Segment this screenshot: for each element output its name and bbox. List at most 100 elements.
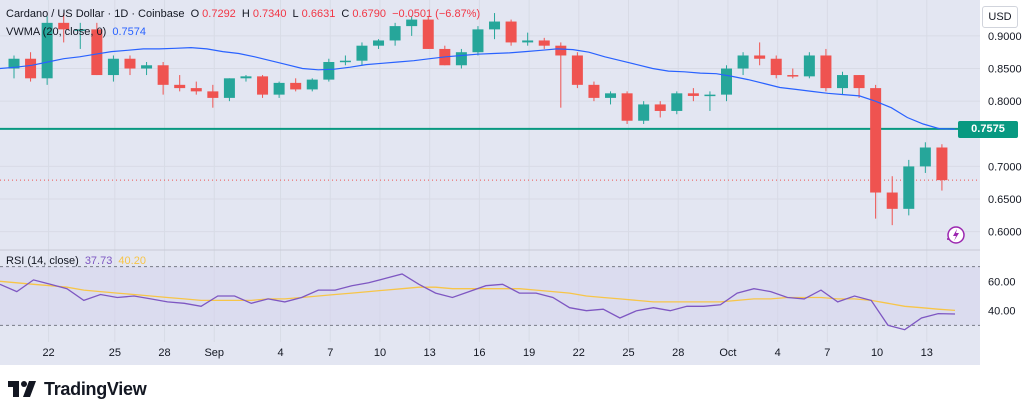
time-axis-tick-label: 22 (573, 347, 585, 359)
candle-up[interactable] (141, 65, 153, 69)
close-label: C (341, 8, 350, 20)
candle-up[interactable] (107, 58, 119, 76)
candle-down[interactable] (207, 91, 219, 98)
symbol-title[interactable]: Cardano / US Dollar · 1D · Coinbase (6, 8, 185, 20)
candle-up[interactable] (489, 21, 501, 30)
candlestick-chart[interactable]: 0.9000 0.8500 0.8000 0.7000 0.6500 0.6000 60.0… (0, 0, 1024, 365)
rsi-value: 37.73 (84, 255, 113, 267)
tradingview-logo-icon (8, 381, 36, 397)
candle-up[interactable] (339, 60, 351, 63)
candle-up[interactable] (522, 40, 534, 43)
time-axis-tick-label: 10 (374, 347, 386, 359)
symbol-legend: Cardano / US Dollar · 1D · Coinbase O 0.7… (6, 8, 483, 20)
candle-down[interactable] (157, 65, 169, 85)
candle-down[interactable] (654, 104, 666, 111)
candle-up[interactable] (919, 147, 931, 167)
time-axis-tick-label: 13 (424, 347, 436, 359)
candle-down[interactable] (870, 88, 882, 193)
candle-up[interactable] (373, 40, 385, 46)
candle-down[interactable] (538, 40, 550, 46)
candle-down[interactable] (588, 84, 600, 98)
candle-up[interactable] (605, 93, 617, 98)
candle-up[interactable] (737, 55, 749, 69)
close-value: 0.6790 (352, 8, 386, 20)
time-axis-tick-label: 28 (672, 347, 684, 359)
candle-down[interactable] (290, 82, 302, 90)
vwma-line (0, 46, 956, 130)
candle-down[interactable] (190, 88, 202, 92)
candle-down[interactable] (621, 93, 633, 121)
change-value: −0.0501 (−6.87%) (392, 8, 481, 20)
tradingview-logo[interactable]: TradingView (8, 378, 147, 400)
candle-up[interactable] (8, 58, 20, 69)
candle-down[interactable] (687, 93, 699, 96)
candle-down[interactable] (124, 58, 136, 69)
chart-frame: 0.9000 0.8500 0.8000 0.7000 0.6500 0.6000 60.0… (0, 0, 1024, 365)
rsi-ma-value: 40.20 (118, 255, 146, 267)
candle-up[interactable] (406, 19, 418, 27)
candle-down[interactable] (58, 22, 70, 30)
time-axis-tick-label: 25 (109, 347, 121, 359)
candle-up[interactable] (41, 22, 53, 79)
time-axis-tick-label: 7 (824, 347, 830, 359)
candle-down[interactable] (422, 19, 434, 49)
price-axis-tick-label: 0.7000 (988, 161, 1022, 173)
time-axis-tick-label: 28 (158, 347, 170, 359)
candle-down[interactable] (820, 55, 832, 89)
candle-up[interactable] (356, 45, 368, 61)
candle-down[interactable] (770, 58, 782, 76)
rsi-legend[interactable]: RSI (14, close) 37.73 40.20 (6, 255, 149, 267)
currency-button[interactable]: USD (982, 6, 1018, 28)
price-axis-tick-label: 0.6500 (988, 194, 1022, 206)
high-label: H (241, 8, 250, 20)
flash-alert-icon[interactable] (944, 224, 966, 246)
candle-down[interactable] (91, 29, 103, 76)
price-axis-tick-label: 0.9000 (988, 31, 1022, 43)
candle-up[interactable] (74, 29, 86, 31)
vwma-value: 0.7574 (112, 26, 146, 38)
open-label: O (190, 8, 200, 20)
candle-up[interactable] (837, 75, 848, 89)
candle-down[interactable] (555, 45, 567, 56)
candle-down[interactable] (787, 75, 799, 77)
time-axis-tick-label: 22 (42, 347, 54, 359)
candle-down[interactable] (936, 147, 948, 181)
candle-down[interactable] (505, 21, 517, 43)
candle-down[interactable] (257, 76, 269, 95)
candle-up[interactable] (671, 93, 683, 111)
candle-down[interactable] (886, 192, 898, 209)
candle-up[interactable] (472, 29, 484, 53)
vwma-legend[interactable]: VWMA (20, close, 0) 0.7574 (6, 26, 149, 38)
candle-up[interactable] (306, 79, 318, 90)
low-value: 0.6631 (301, 8, 336, 20)
candle-up[interactable] (704, 94, 716, 97)
candle-down[interactable] (853, 75, 865, 89)
time-axis-tick-label: Sep (204, 347, 224, 359)
candle-up[interactable] (638, 104, 650, 121)
candle-up[interactable] (323, 62, 335, 80)
high-value: 0.7340 (252, 8, 287, 20)
candle-up[interactable] (240, 76, 252, 79)
time-axis-tick-label: 4 (277, 347, 283, 359)
rsi-axis-tick-label: 60.00 (988, 276, 1016, 288)
candle-down[interactable] (25, 58, 37, 79)
candle-down[interactable] (174, 84, 186, 89)
brand-name: TradingView (44, 378, 147, 399)
candle-up[interactable] (903, 166, 915, 209)
candle-down[interactable] (754, 55, 766, 59)
candle-up[interactable] (223, 78, 235, 98)
candle-down[interactable] (571, 55, 583, 85)
time-axis-tick-label: 16 (473, 347, 485, 359)
candle-up[interactable] (721, 68, 733, 95)
candle-up[interactable] (455, 52, 467, 66)
rsi-band (0, 266, 980, 326)
open-value: 0.7292 (202, 8, 236, 20)
price-axis-tick-label: 0.8500 (988, 64, 1022, 76)
candle-up[interactable] (389, 26, 401, 41)
candle-up[interactable] (803, 55, 815, 77)
price-axis-tick-label: 0.6000 (988, 227, 1022, 239)
candle-up[interactable] (273, 82, 285, 95)
time-axis-tick-label: 10 (871, 347, 883, 359)
time-axis-tick-label: 25 (622, 347, 634, 359)
price-axis-tick-label: 0.8000 (988, 96, 1022, 108)
